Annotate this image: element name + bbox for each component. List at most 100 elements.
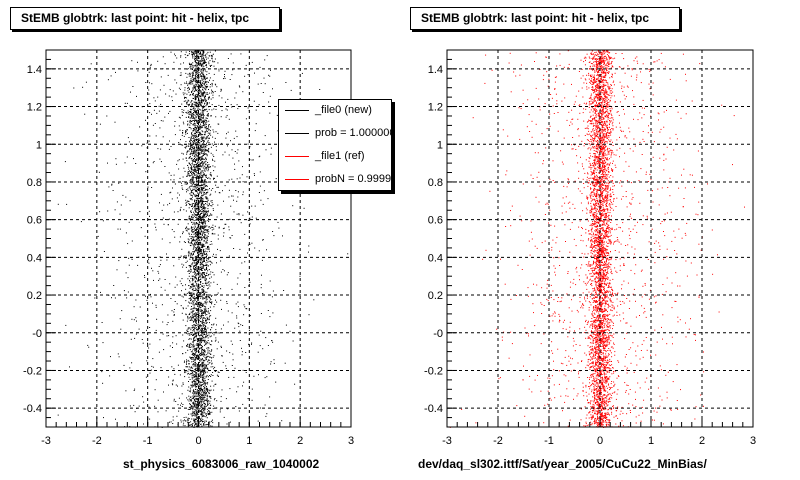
- scatter-point: [207, 308, 209, 310]
- scatter-point: [188, 117, 190, 118]
- scatter-point: [226, 350, 228, 352]
- scatter-point: [207, 270, 209, 272]
- scatter-point: [201, 412, 202, 414]
- scatter-point: [189, 157, 191, 159]
- scatter-point: [204, 231, 206, 233]
- scatter-point: [201, 245, 203, 247]
- scatter-point: [158, 279, 160, 281]
- scatter-point: [193, 129, 195, 131]
- scatter-point: [197, 390, 199, 391]
- scatter-point: [209, 188, 210, 190]
- scatter-point: [204, 88, 206, 90]
- scatter-point: [154, 389, 156, 391]
- scatter-point: [263, 190, 265, 192]
- scatter-point: [204, 274, 205, 276]
- scatter-point: [198, 142, 200, 144]
- scatter-point: [202, 107, 204, 109]
- scatter-point: [192, 350, 193, 352]
- scatter-point: [261, 259, 263, 261]
- scatter-point: [196, 417, 198, 419]
- scatter-point: [197, 406, 199, 408]
- scatter-point: [192, 78, 194, 80]
- scatter-point: [230, 237, 232, 239]
- scatter-point: [169, 283, 171, 285]
- scatter-point: [194, 285, 196, 287]
- scatter-point: [236, 317, 238, 319]
- scatter-point: [200, 126, 202, 127]
- scatter-point: [187, 87, 189, 89]
- scatter-point: [202, 170, 204, 172]
- scatter-point: [196, 195, 198, 197]
- scatter-point: [205, 101, 207, 102]
- scatter-point: [195, 387, 197, 389]
- scatter-point: [201, 65, 203, 67]
- scatter-point: [205, 326, 206, 327]
- scatter-point: [268, 74, 270, 76]
- scatter-point: [213, 65, 215, 67]
- scatter-point: [194, 85, 196, 87]
- scatter-point: [204, 161, 206, 163]
- scatter-point: [196, 222, 198, 223]
- scatter-point: [202, 225, 204, 227]
- scatter-point: [214, 225, 216, 227]
- scatter-point: [205, 386, 207, 387]
- scatter-point: [195, 276, 197, 278]
- scatter-point: [144, 276, 146, 278]
- scatter-point: [204, 235, 206, 237]
- scatter-point: [199, 94, 201, 96]
- scatter-point: [184, 146, 186, 148]
- scatter-point: [201, 303, 203, 305]
- scatter-point: [205, 303, 207, 305]
- scatter-point: [187, 389, 189, 391]
- scatter-point: [242, 194, 244, 196]
- scatter-point: [191, 153, 193, 155]
- scatter-point: [249, 159, 251, 161]
- scatter-point: [177, 385, 178, 387]
- scatter-point: [193, 86, 195, 88]
- scatter-point: [175, 93, 177, 95]
- scatter-point: [189, 193, 191, 195]
- scatter-point: [201, 393, 203, 395]
- scatter-point: [191, 384, 193, 386]
- scatter-point: [202, 155, 204, 157]
- scatter-point: [211, 89, 212, 91]
- scatter-point: [188, 301, 190, 303]
- scatter-point: [188, 298, 190, 300]
- scatter-point: [203, 355, 205, 357]
- scatter-point: [202, 230, 204, 232]
- scatter-point: [129, 405, 131, 407]
- scatter-point: [202, 112, 204, 114]
- scatter-point: [111, 184, 113, 186]
- scatter-point: [192, 411, 194, 413]
- scatter-point: [195, 96, 197, 98]
- scatter-point: [202, 336, 204, 337]
- scatter-point: [204, 389, 206, 391]
- scatter-point: [201, 381, 203, 383]
- scatter-point: [185, 307, 187, 309]
- scatter-point: [201, 149, 203, 151]
- scatter-point: [214, 50, 216, 52]
- scatter-point: [193, 262, 195, 264]
- scatter-point: [207, 247, 208, 248]
- scatter-point: [199, 127, 201, 129]
- scatter-point: [192, 74, 194, 76]
- scatter-point: [224, 77, 226, 79]
- scatter-point: [201, 93, 203, 95]
- scatter-point: [227, 58, 229, 59]
- scatter-point: [195, 183, 197, 185]
- scatter-point: [200, 405, 202, 407]
- scatter-point: [248, 329, 250, 331]
- scatter-point: [196, 57, 198, 58]
- scatter-point: [196, 82, 198, 84]
- scatter-point: [204, 215, 205, 217]
- scatter-point: [196, 247, 198, 249]
- scatter-point: [209, 322, 210, 324]
- scatter-point: [199, 384, 201, 386]
- scatter-point: [145, 376, 147, 378]
- scatter-point: [284, 362, 286, 364]
- scatter-point: [187, 166, 189, 168]
- scatter-point: [193, 148, 195, 150]
- scatter-point: [198, 251, 200, 253]
- scatter-point: [200, 211, 202, 213]
- scatter-point: [192, 52, 194, 54]
